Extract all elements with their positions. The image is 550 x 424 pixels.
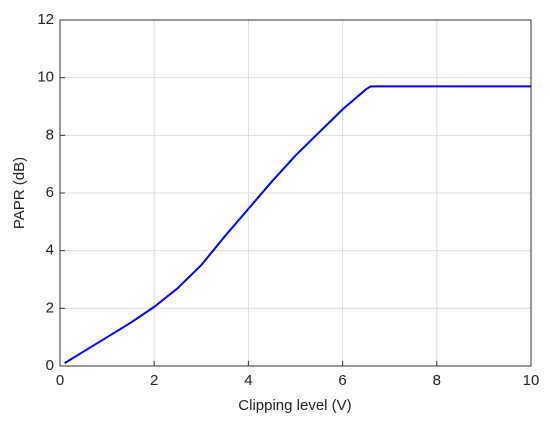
y-tick-label: 8 <box>46 126 54 143</box>
y-tick-label: 10 <box>37 69 54 86</box>
plot-frame <box>59 19 532 367</box>
x-tick-label: 4 <box>244 372 252 389</box>
x-tick-label: 2 <box>150 372 158 389</box>
data-line <box>64 85 531 364</box>
y-tick-label: 2 <box>46 299 54 316</box>
x-tick-label: 8 <box>433 372 441 389</box>
x-tick-label: 6 <box>338 372 346 389</box>
y-tick-label: 4 <box>46 242 54 259</box>
y-axis-label: PAPR (dB) <box>11 157 28 229</box>
x-axis-label: Clipping level (V) <box>238 397 351 414</box>
y-tick-label: 0 <box>46 357 54 374</box>
y-tick-label: 6 <box>46 184 54 201</box>
x-tick-label: 10 <box>523 372 540 389</box>
x-tick-label: 0 <box>56 372 64 389</box>
y-tick-label: 12 <box>37 11 54 28</box>
